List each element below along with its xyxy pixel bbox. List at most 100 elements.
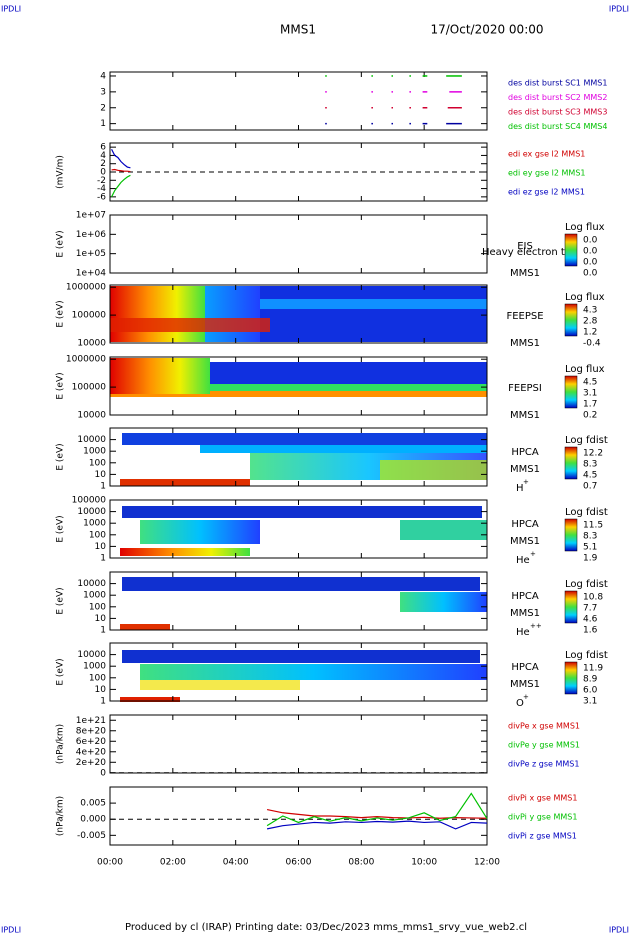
data-line [111, 148, 131, 169]
colorbar-tick-label: 11.5 [583, 521, 603, 531]
burst-interval [409, 122, 411, 125]
y-tick-label: 0 [100, 168, 106, 178]
burst-interval [446, 75, 462, 77]
species-charge: + [530, 550, 536, 558]
legend-entry: des dist burst SC4 MMS4 [508, 122, 607, 131]
burst-interval [422, 91, 428, 93]
y-tick-label: 2 [100, 103, 106, 113]
y-tick-label: 2e+20 [76, 758, 107, 768]
burst-interval [422, 122, 428, 125]
corner-label: IPDLI [1, 5, 21, 14]
y-tick-label: 1 [100, 119, 106, 129]
y-tick-label: 100000 [72, 496, 107, 506]
y-axis-label: (nPa/km) [56, 796, 66, 836]
colorbar-tick-label: 3.1 [583, 697, 597, 707]
instrument-label: HPCA [511, 447, 539, 458]
burst-interval [447, 107, 462, 109]
burst-interval [422, 75, 428, 77]
y-tick-label: 0.005 [80, 799, 106, 809]
instrument-label: HPCA [511, 662, 539, 673]
y-tick-label: 10000 [77, 411, 106, 421]
x-tick-label: 06:00 [286, 858, 312, 868]
data-line [266, 792, 488, 827]
y-tick-label: 1e+06 [76, 230, 107, 240]
y-axis-label: (mV/m) [56, 155, 66, 189]
x-tick-label: 12:00 [474, 858, 500, 868]
instrument-label: FEEPSI [508, 383, 542, 394]
x-tick-label: 04:00 [223, 858, 249, 868]
burst-interval [371, 107, 373, 109]
instrument-label: FEEPSE [506, 311, 543, 322]
burst-interval [371, 91, 373, 93]
legend-entry: divPe x gse MMS1 [508, 722, 580, 731]
y-tick-label: 6 [100, 143, 106, 153]
colorbar [564, 375, 578, 409]
y-axis-label: E (eV) [56, 443, 66, 470]
corner-label: IPDLI [609, 5, 629, 14]
burst-interval [325, 122, 327, 125]
y-tick-label: 1000 [83, 519, 106, 529]
y-tick-label: 0.000 [80, 815, 106, 825]
burst-interval [325, 91, 327, 93]
y-tick-label: 1e+05 [76, 249, 106, 259]
legend-entry: divPe z gse MMS1 [508, 760, 579, 769]
y-tick-label: 10000 [77, 435, 106, 445]
y-tick-label: 1000 [83, 591, 106, 601]
colorbar [564, 661, 578, 695]
colorbar-tick-label: 3.1 [583, 389, 597, 399]
spectrogram-texture [110, 286, 487, 702]
legend-entry: edi ez gse l2 MMS1 [508, 188, 585, 197]
panel-frame [109, 71, 488, 131]
y-axis-label: E (eV) [56, 658, 66, 685]
colorbar-title: Log fdist [565, 650, 608, 661]
colorbar-tick-label: 1.7 [583, 400, 597, 410]
colorbar-tick-label: 4.5 [583, 471, 597, 481]
burst-interval [449, 91, 462, 93]
species-charge: + [523, 478, 529, 486]
date: 17/Oct/2020 00:00 [430, 23, 543, 37]
y-tick-label: 100000 [72, 383, 107, 393]
y-axis-label: E (eV) [56, 515, 66, 542]
panel-frame [109, 214, 488, 274]
colorbar-tick-label: 4.5 [583, 378, 597, 388]
y-tick-label: 10 [95, 685, 107, 695]
y-tick-label: 1e+21 [76, 716, 106, 726]
colorbar-tick-label: 4.3 [583, 306, 597, 316]
colorbar-tick-label: 4.6 [583, 615, 598, 625]
y-tick-label: 100 [89, 673, 106, 683]
colorbar-title: Log flux [565, 364, 605, 375]
species-label: He [516, 555, 530, 566]
legend-entry: divPi y gse MMS1 [508, 813, 577, 822]
y-tick-label: 2 [100, 159, 106, 169]
y-tick-label: 4 [100, 151, 106, 161]
instrument-label: HPCA [511, 519, 539, 530]
colorbar-tick-label: 7.7 [583, 604, 597, 614]
footer: Produced by cl (IRAP) Printing date: 03/… [125, 922, 527, 933]
burst-interval [325, 75, 327, 77]
burst-interval [371, 122, 373, 125]
y-axis-label: E (eV) [56, 372, 66, 399]
y-tick-label: 10 [95, 470, 107, 480]
colorbar-tick-label: 2.8 [583, 317, 598, 327]
colorbar-tick-label: 0.0 [583, 236, 598, 246]
y-tick-label: 1000 [83, 662, 106, 672]
burst-interval [409, 91, 411, 93]
y-tick-label: 10 [95, 542, 107, 552]
legend-entry: edi ex gse l2 MMS1 [508, 150, 585, 159]
corner-label: IPDLI [1, 926, 21, 934]
y-tick-label: 1 [100, 482, 106, 492]
instrument-label: MMS1 [510, 268, 540, 279]
species-label: H [516, 483, 524, 494]
burst-interval [325, 107, 327, 109]
y-axis-label: E (eV) [56, 300, 66, 327]
colorbar-tick-label: 0.0 [583, 258, 598, 268]
burst-interval [422, 107, 428, 109]
y-tick-label: 1e+07 [76, 211, 106, 221]
colorbar-tick-label: 1.9 [583, 554, 598, 564]
colorbar-tick-label: 6.0 [583, 686, 598, 696]
colorbar-tick-label: 1.6 [583, 626, 598, 636]
x-tick-label: 08:00 [348, 858, 374, 868]
instrument-label: MMS1 [510, 410, 540, 421]
